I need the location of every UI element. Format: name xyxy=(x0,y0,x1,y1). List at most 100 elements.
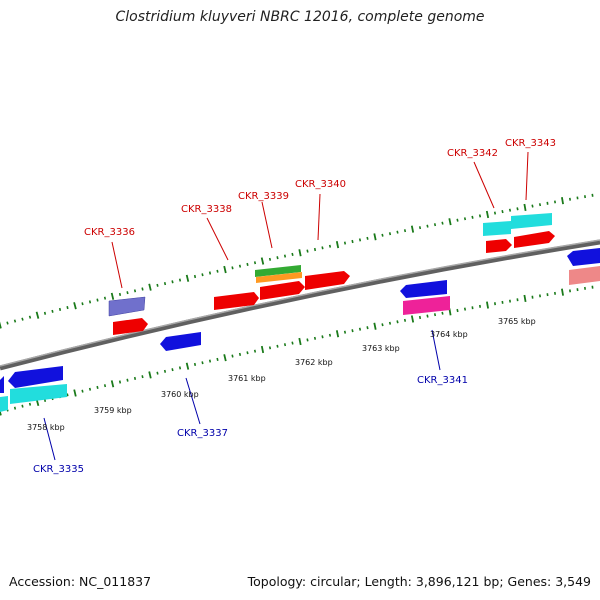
tick-mark xyxy=(343,241,347,245)
tick-mark xyxy=(335,241,340,249)
inner-tick-track xyxy=(0,285,594,416)
scale-labels: 3758 kbp 3759 kbp 3760 kbp 3761 kbp 3762… xyxy=(27,317,536,432)
tick-mark xyxy=(178,366,182,370)
tick-mark xyxy=(493,211,497,215)
tick-mark xyxy=(418,226,422,230)
forward-strand-genes xyxy=(108,213,600,335)
tick-mark xyxy=(366,236,369,240)
tick-mark xyxy=(283,343,287,347)
gene-label-ckr-3341: CKR_3341 xyxy=(417,375,468,386)
tick-mark xyxy=(283,254,287,258)
tick-mark xyxy=(321,335,324,339)
tick-mark xyxy=(306,338,309,342)
tick-mark xyxy=(126,378,129,382)
accession-text: Accession: NC_011837 xyxy=(9,574,152,589)
tick-mark xyxy=(358,327,362,331)
connector-ckr-3343 xyxy=(525,151,529,201)
tick-mark xyxy=(433,223,437,227)
scale-label: 3759 kbp xyxy=(94,406,132,415)
gene-label-ckr-3339: CKR_3339 xyxy=(238,191,289,202)
tick-mark xyxy=(193,274,197,279)
tick-mark xyxy=(456,218,459,222)
tick-mark xyxy=(21,404,24,408)
gene-left-edge-blue xyxy=(0,376,4,393)
tick-mark xyxy=(216,357,219,361)
label-connectors xyxy=(43,151,529,461)
gene-label-ckr-3336: CKR_3336 xyxy=(84,227,135,238)
gene-ckr-3338 xyxy=(214,292,259,310)
tick-mark xyxy=(231,354,234,358)
tick-mark xyxy=(103,296,107,300)
gene-ckr-3342 xyxy=(486,239,512,253)
tick-mark xyxy=(156,283,159,287)
tick-mark xyxy=(171,280,174,284)
tick-mark xyxy=(156,371,159,375)
gene-ckr-3340 xyxy=(305,271,350,290)
gene-ckr-3337 xyxy=(160,332,201,351)
connector-ckr-3337 xyxy=(185,377,201,425)
tick-mark xyxy=(73,389,77,397)
tick-mark xyxy=(0,321,2,329)
gene-ckr-3339-orange xyxy=(256,272,302,283)
tick-mark xyxy=(276,256,279,260)
tick-mark xyxy=(96,385,99,389)
tick-mark xyxy=(478,214,482,218)
tick-mark xyxy=(253,261,257,265)
tick-mark xyxy=(298,337,302,346)
tick-mark xyxy=(351,329,354,333)
topology-summary-text: Topology: circular; Length: 3,896,121 bp… xyxy=(247,574,591,589)
gene-labels: CKR_3336 CKR_3338 CKR_3339 CKR_3340 CKR_… xyxy=(33,138,556,475)
tick-mark xyxy=(163,369,167,373)
tick-mark xyxy=(246,351,249,355)
connector-ckr-3338 xyxy=(206,217,229,261)
tick-mark xyxy=(13,406,17,410)
tick-mark xyxy=(66,393,69,397)
tick-mark xyxy=(410,225,415,233)
tick-mark xyxy=(110,292,115,300)
tick-mark xyxy=(418,315,422,320)
tick-mark xyxy=(148,371,152,379)
tick-mark xyxy=(238,352,242,356)
tick-mark xyxy=(291,252,294,256)
tick-mark xyxy=(141,375,144,379)
tick-mark xyxy=(388,232,392,236)
tick-mark xyxy=(396,320,399,324)
tick-mark xyxy=(381,233,384,237)
tick-mark xyxy=(178,278,182,282)
gene-label-ckr-3340: CKR_3340 xyxy=(295,179,346,190)
tick-mark xyxy=(291,341,294,345)
tick-mark xyxy=(13,319,17,323)
tick-mark xyxy=(260,257,265,265)
tick-mark xyxy=(328,244,332,248)
tick-mark xyxy=(28,402,32,406)
tick-mark xyxy=(133,289,137,293)
outer-tick-track xyxy=(0,193,594,329)
tick-mark xyxy=(81,302,84,306)
tick-mark xyxy=(538,203,542,207)
tick-mark xyxy=(448,218,452,226)
tick-mark xyxy=(96,298,99,302)
tick-mark xyxy=(0,408,2,416)
tick-mark xyxy=(110,380,115,388)
gene-ckr-3343 xyxy=(514,231,555,248)
tick-mark xyxy=(246,262,249,266)
gene-label-ckr-3337: CKR_3337 xyxy=(177,428,228,439)
tick-mark xyxy=(335,330,340,338)
tick-mark xyxy=(373,322,377,330)
tick-mark xyxy=(313,247,317,252)
gene-ckr-3335-cyan xyxy=(10,384,67,404)
tick-mark xyxy=(193,362,197,366)
tick-mark xyxy=(171,368,174,372)
tick-mark xyxy=(485,210,490,219)
tick-mark xyxy=(231,266,234,270)
genome-backbone xyxy=(0,239,600,371)
tick-mark xyxy=(260,345,265,354)
tick-mark xyxy=(88,300,92,304)
tick-mark xyxy=(403,318,407,322)
tick-mark xyxy=(268,257,272,261)
tick-mark xyxy=(306,249,309,253)
map-title: Clostridium kluyveri NBRC 12016, complet… xyxy=(115,9,485,25)
tick-mark xyxy=(388,321,392,325)
gene-ckr-3341 xyxy=(400,280,447,298)
